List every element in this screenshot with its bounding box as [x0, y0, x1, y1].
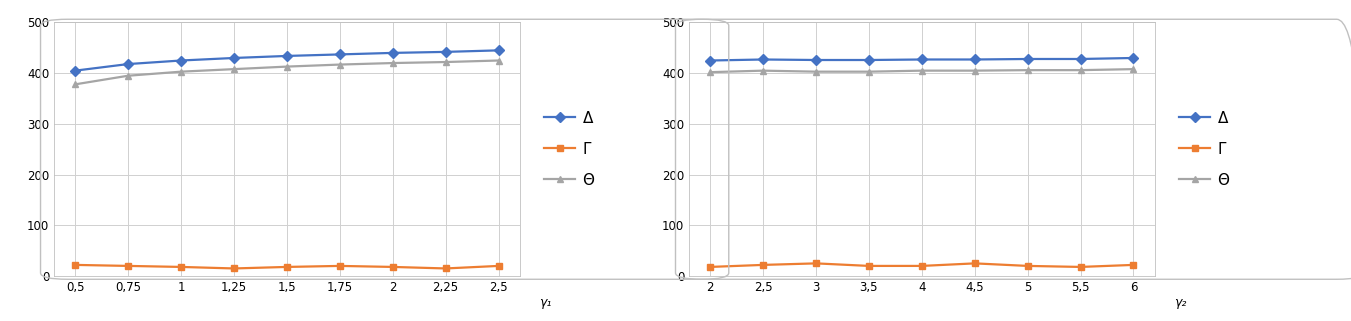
- Γ: [861, 264, 877, 268]
- Θ: [120, 74, 136, 78]
- Γ: [331, 264, 347, 268]
- Θ: [1020, 68, 1036, 72]
- Δ: [173, 58, 189, 62]
- Γ: [1073, 265, 1089, 269]
- Γ: [703, 265, 719, 269]
- Γ: [278, 265, 295, 269]
- Γ: [490, 264, 507, 268]
- Δ: [703, 58, 719, 62]
- Δ: [913, 57, 929, 61]
- Text: γ₂: γ₂: [1174, 296, 1186, 308]
- Legend: Δ, Γ, Θ: Δ, Γ, Θ: [538, 105, 601, 194]
- Γ: [967, 261, 984, 265]
- Δ: [755, 57, 771, 61]
- Δ: [331, 53, 347, 56]
- Legend: Δ, Γ, Θ: Δ, Γ, Θ: [1173, 105, 1236, 194]
- Θ: [913, 69, 929, 73]
- Δ: [861, 58, 877, 62]
- Δ: [385, 51, 401, 55]
- Θ: [861, 70, 877, 74]
- Δ: [490, 48, 507, 52]
- Δ: [278, 54, 295, 58]
- Line: Θ: Θ: [707, 66, 1138, 76]
- Δ: [68, 69, 84, 73]
- Γ: [438, 266, 454, 270]
- Γ: [1020, 264, 1036, 268]
- Θ: [278, 65, 295, 68]
- Line: Θ: Θ: [72, 57, 503, 88]
- Δ: [438, 50, 454, 54]
- Line: Δ: Δ: [707, 55, 1138, 64]
- Γ: [120, 264, 136, 268]
- Γ: [808, 261, 824, 265]
- Θ: [1125, 67, 1142, 71]
- Δ: [120, 62, 136, 66]
- Line: Γ: Γ: [707, 260, 1138, 270]
- Θ: [490, 58, 507, 62]
- Line: Δ: Δ: [72, 47, 503, 74]
- Θ: [703, 70, 719, 74]
- Text: γ₁: γ₁: [539, 296, 551, 308]
- Θ: [331, 63, 347, 66]
- Γ: [68, 263, 84, 267]
- Δ: [226, 56, 242, 60]
- Γ: [173, 265, 189, 269]
- Δ: [1020, 57, 1036, 61]
- Γ: [1125, 263, 1142, 267]
- Θ: [755, 69, 771, 73]
- Θ: [967, 69, 984, 73]
- Γ: [755, 263, 771, 267]
- Δ: [1073, 57, 1089, 61]
- Δ: [1125, 56, 1142, 60]
- Θ: [173, 70, 189, 74]
- Γ: [913, 264, 929, 268]
- Δ: [967, 57, 984, 61]
- Θ: [385, 61, 401, 65]
- Θ: [68, 82, 84, 86]
- Γ: [385, 265, 401, 269]
- Θ: [1073, 68, 1089, 72]
- Θ: [226, 67, 242, 71]
- Θ: [438, 60, 454, 64]
- Line: Γ: Γ: [72, 261, 503, 272]
- Δ: [808, 58, 824, 62]
- Γ: [226, 266, 242, 270]
- Θ: [808, 70, 824, 74]
